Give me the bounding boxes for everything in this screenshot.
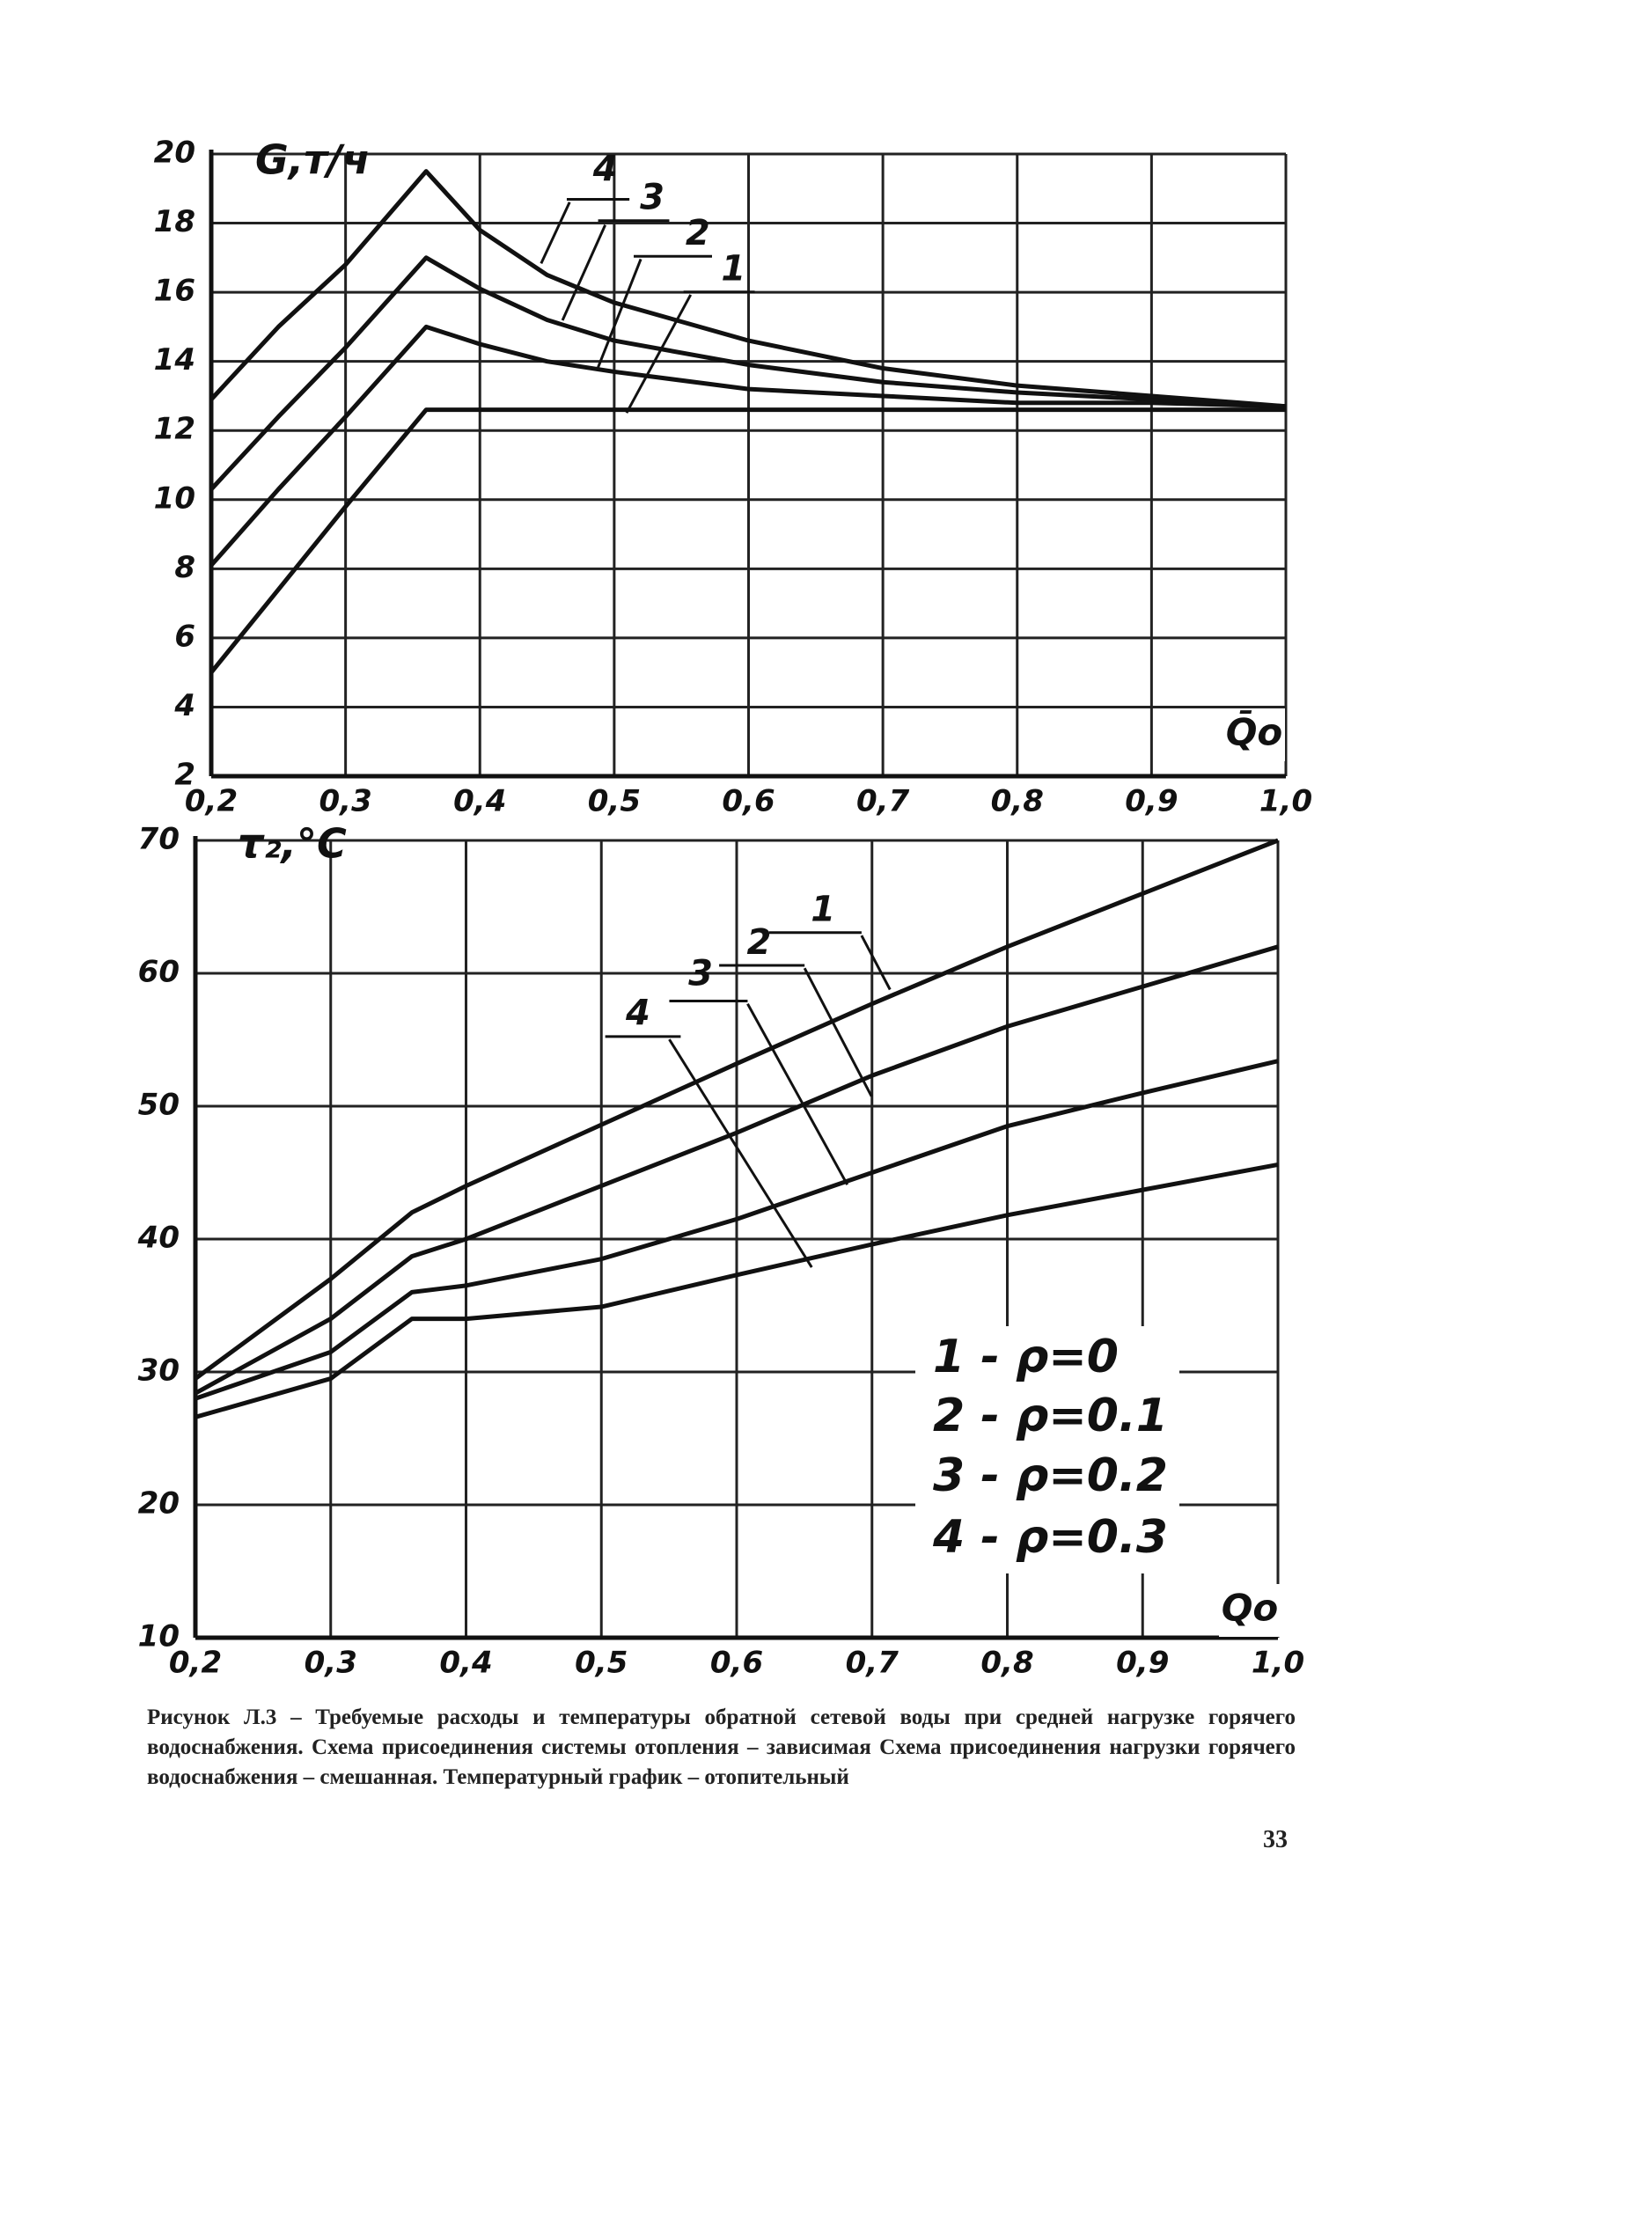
series-label: 3 [640, 178, 664, 218]
legend-bg [915, 1385, 1179, 1452]
x-tick-label: 0,3 [305, 1646, 357, 1681]
y-tick-label: 8 [174, 550, 195, 585]
leader-line [561, 219, 670, 321]
x-label-box [1223, 708, 1285, 761]
y-tick-label: 60 [138, 955, 180, 990]
y-tick-label: 18 [154, 204, 195, 239]
x-tick-label: 0,7 [846, 1646, 899, 1681]
series-line [209, 169, 1287, 409]
y-tick-label: 50 [138, 1088, 180, 1123]
y-tick-label: 10 [154, 480, 195, 516]
leader-line [768, 931, 892, 991]
y-tick-label: 30 [138, 1353, 180, 1389]
x-axis-label: Qo [1222, 1587, 1279, 1630]
y-tick-label: 20 [154, 136, 195, 171]
y-tick-label: 10 [138, 1619, 180, 1654]
series-line [209, 324, 1287, 568]
series-line [209, 255, 1287, 491]
x-tick-label: 0,2 [185, 784, 238, 819]
leader-line [540, 198, 630, 264]
x-tick-label: 0,5 [575, 1646, 628, 1681]
leader-line [719, 964, 873, 1097]
y-tick-label: 2 [174, 758, 195, 793]
x-tick-label: 0,7 [856, 784, 910, 819]
y-axis-label: τ₂,°C [238, 820, 347, 868]
x-tick-label: 0,5 [588, 784, 641, 819]
leader-line [605, 1035, 813, 1268]
y-tick-label: 4 [173, 688, 195, 723]
x-tick-label: 0,8 [980, 1646, 1033, 1681]
leader-line [669, 999, 849, 1185]
legend-bg [915, 1326, 1179, 1393]
y-tick-label: 70 [138, 822, 180, 857]
legend-entry: 3 - ρ=0.2 [933, 1449, 1168, 1502]
legend-bg [915, 1507, 1179, 1573]
y-tick-label: 20 [138, 1486, 180, 1522]
x-tick-label: 0,9 [1116, 1646, 1169, 1681]
series-line [195, 1162, 1279, 1419]
series-label: 1 [721, 249, 745, 290]
x-tick-label: 0,4 [453, 784, 506, 819]
x-tick-label: 0,6 [710, 1646, 763, 1681]
x-tick-label: 0,2 [169, 1646, 222, 1681]
caption: Рисунок Л.3 – Требуемые расходы и темпер… [147, 1705, 1296, 1789]
x-tick-label: 0,4 [439, 1646, 492, 1681]
y-tick-label: 12 [154, 412, 195, 447]
series-line [209, 407, 1286, 674]
x-tick-label: 1,0 [1259, 784, 1312, 819]
leader-line [625, 290, 755, 414]
series-label: 2 [686, 213, 710, 253]
y-tick-label: 16 [154, 274, 195, 309]
leader-line [597, 254, 712, 368]
series-label: 1 [811, 890, 835, 930]
legend-entry: 1 - ρ=0 [933, 1331, 1119, 1383]
y-tick-label: 14 [154, 342, 195, 378]
series-label: 3 [688, 953, 713, 994]
x-label-box [1219, 1584, 1281, 1637]
legend-entry: 2 - ρ=0.1 [933, 1390, 1168, 1442]
x-tick-label: 0,9 [1125, 784, 1178, 819]
x-tick-label: 0,6 [722, 784, 775, 819]
series-label: 4 [592, 149, 618, 189]
y-tick-label: 6 [174, 619, 195, 654]
y-axis-label: G,т/ч [255, 136, 370, 184]
series-line [194, 838, 1279, 1381]
x-tick-label: 0,8 [991, 784, 1044, 819]
series-line [195, 1059, 1279, 1401]
x-tick-label: 0,3 [319, 784, 372, 819]
series-label: 4 [625, 994, 650, 1034]
y-tick-label: 40 [137, 1221, 180, 1256]
series-line [194, 944, 1279, 1396]
legend-bg [915, 1445, 1179, 1512]
legend-entry: 4 - ρ=0.3 [932, 1511, 1168, 1564]
x-tick-label: 1,0 [1252, 1646, 1304, 1681]
series-label: 2 [746, 922, 771, 963]
x-axis-label: Q̄o [1226, 709, 1283, 754]
page-number: 33 [1263, 1826, 1288, 1853]
